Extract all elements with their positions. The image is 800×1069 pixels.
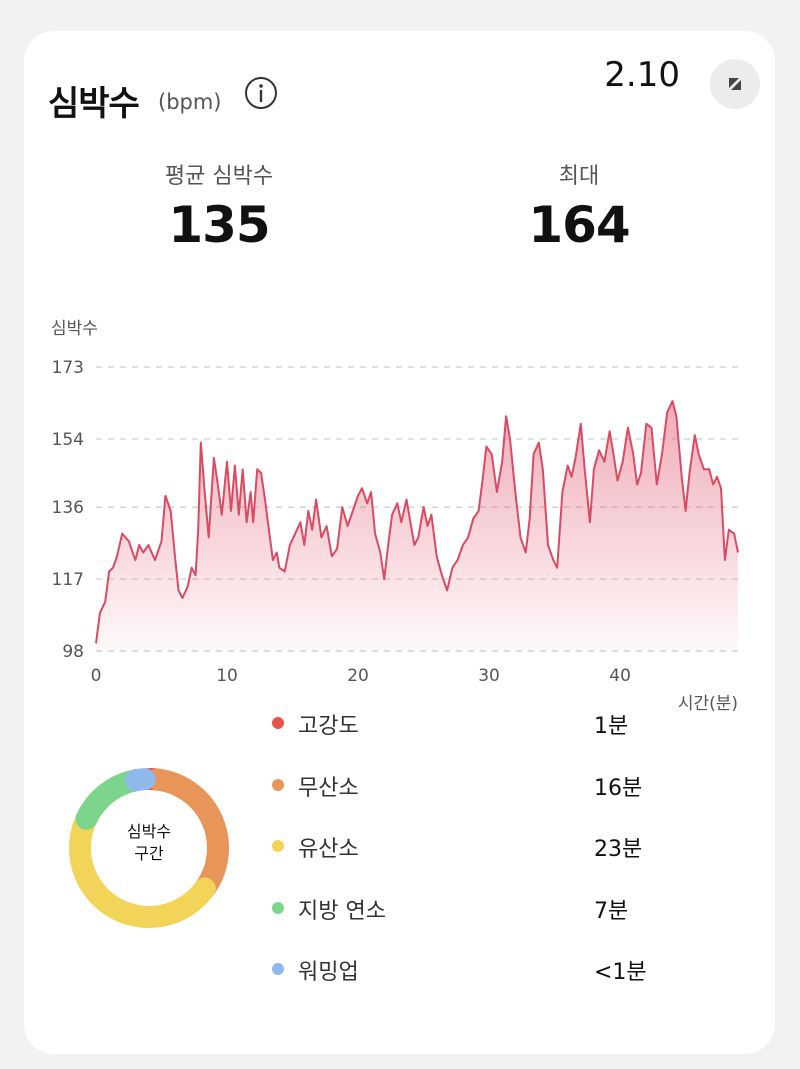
date-label: 2.10: [604, 55, 680, 95]
y-tick-label: 136: [52, 498, 84, 518]
y-tick-label: 117: [52, 570, 84, 590]
legend-item-anaerobic: 무산소 16분: [272, 770, 672, 801]
legend-item-high-intensity: 고강도 1분: [272, 708, 672, 739]
legend-item-warmup: 워밍업 <1분: [272, 954, 672, 985]
heart-rate-chart: 심박수 173 154 136 117 98 0 10 20 30 40 시간(분): [51, 319, 739, 714]
legend-item-aerobic: 유산소 23분: [272, 831, 672, 862]
x-tick-label: 10: [216, 666, 238, 686]
x-tick-label: 40: [609, 666, 631, 686]
y-tick-label: 173: [52, 358, 84, 378]
legend-value: 7분: [594, 899, 629, 924]
y-axis-title: 심박수: [51, 319, 98, 339]
legend-name: 고강도: [298, 714, 359, 739]
max-value: 164: [528, 196, 630, 254]
zone-color-dot: [272, 717, 284, 729]
x-tick-label: 20: [347, 666, 369, 686]
donut-center-label: 심박수 구간: [94, 821, 204, 865]
zone-color-dot: [272, 779, 284, 791]
expand-button[interactable]: [710, 59, 760, 109]
heart-rate-line: [95, 400, 739, 644]
donut-label-line2: 구간: [134, 844, 164, 863]
max-label: 최대: [558, 164, 600, 189]
zone-color-dot: [272, 902, 284, 914]
average-heart-rate: 평균 심박수 135: [94, 158, 344, 254]
x-tick-label: 0: [91, 666, 102, 686]
heart-rate-card: 심박수 (bpm) 2.10 평균 심박수 135 최대 164 심박수 173: [24, 31, 775, 1054]
legend-name: 워밍업: [298, 960, 359, 985]
legend-name: 무산소: [298, 776, 359, 801]
max-heart-rate: 최대 164: [454, 158, 704, 254]
page-title: 심박수: [48, 84, 140, 124]
y-tick-label: 98: [62, 642, 84, 662]
zone-color-dot: [272, 840, 284, 852]
legend-item-fat-burn: 지방 연소 7분: [272, 893, 672, 924]
expand-icon: [729, 78, 741, 90]
info-icon[interactable]: [244, 76, 278, 110]
x-tick-label: 30: [478, 666, 500, 686]
legend-value: 23분: [594, 837, 643, 862]
heart-rate-area: [96, 401, 738, 651]
legend-name: 지방 연소: [298, 899, 386, 924]
x-axis-title: 시간(분): [678, 694, 738, 714]
zone-donut-chart: [69, 768, 229, 928]
legend-value: 1분: [594, 714, 629, 739]
donut-segment: [146, 768, 229, 900]
average-label: 평균 심박수: [164, 164, 274, 189]
average-value: 135: [168, 196, 270, 254]
zone-color-dot: [272, 963, 284, 975]
donut-segment: [69, 807, 216, 928]
legend-name: 유산소: [298, 837, 359, 862]
legend-value: <1분: [594, 960, 647, 985]
unit-label: (bpm): [158, 90, 222, 114]
donut-segment: [125, 768, 156, 792]
legend-value: 16분: [594, 776, 643, 801]
donut-label-line1: 심박수: [126, 822, 172, 841]
y-tick-label: 154: [52, 430, 84, 450]
